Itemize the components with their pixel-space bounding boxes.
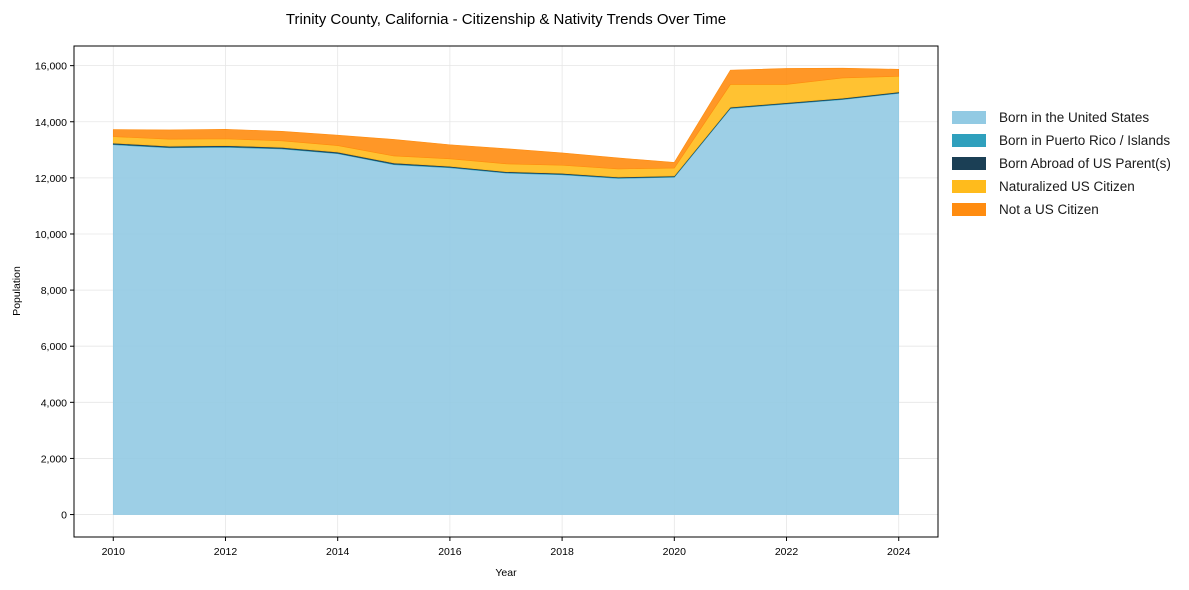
y-tick-label: 12,000: [35, 173, 67, 185]
legend-label: Naturalized US Citizen: [999, 179, 1135, 194]
legend-item: Not a US Citizen: [952, 198, 1171, 221]
y-tick-label: 16,000: [35, 61, 67, 73]
y-axis-ticks: 0 2,000 4,000 6,000 8,000 10,000 12,000 14,000 1…: [35, 61, 74, 522]
legend-swatch: [952, 134, 986, 147]
x-tick-label: 2018: [550, 546, 574, 558]
y-tick-label: 8,000: [41, 285, 67, 297]
legend-swatch: [952, 157, 986, 170]
y-tick-label: 4,000: [41, 397, 67, 409]
y-tick-label: 0: [61, 510, 67, 522]
legend-swatch: [952, 111, 986, 124]
chart-title: Trinity County, California - Citizenship…: [286, 11, 726, 28]
legend-label: Not a US Citizen: [999, 202, 1099, 217]
y-tick-label: 10,000: [35, 229, 67, 241]
legend-swatch: [952, 203, 986, 216]
x-tick-label: 2024: [887, 546, 911, 558]
legend-label: Born Abroad of US Parent(s): [999, 156, 1171, 171]
legend-label: Born in Puerto Rico / Islands: [999, 133, 1171, 148]
x-tick-label: 2014: [326, 546, 350, 558]
x-tick-label: 2012: [214, 546, 238, 558]
x-tick-label: 2020: [663, 546, 687, 558]
stacked-areas: [112, 67, 900, 515]
x-axis-ticks: 2010 2012 2014 2016 2018 2020 2022 2024: [102, 537, 911, 558]
legend-item: Born Abroad of US Parent(s): [952, 152, 1171, 175]
x-tick-label: 2016: [438, 546, 462, 558]
x-tick-label: 2010: [102, 546, 126, 558]
chart-legend: Born in the United States Born in Puerto …: [952, 106, 1171, 221]
legend-swatch: [952, 180, 986, 193]
legend-item: Born in Puerto Rico / Islands: [952, 129, 1171, 152]
y-axis-label: Population: [11, 266, 23, 316]
x-tick-label: 2022: [775, 546, 799, 558]
y-tick-label: 6,000: [41, 341, 67, 353]
legend-item: Naturalized US Citizen: [952, 175, 1171, 198]
x-axis-label: Year: [495, 567, 517, 579]
plot-frame: [73, 45, 939, 538]
legend-label: Born in the United States: [999, 110, 1150, 125]
area-series-4: [112, 67, 900, 170]
y-tick-label: 2,000: [41, 453, 67, 465]
legend-item: Born in the United States: [952, 106, 1171, 129]
y-tick-label: 14,000: [35, 117, 67, 129]
